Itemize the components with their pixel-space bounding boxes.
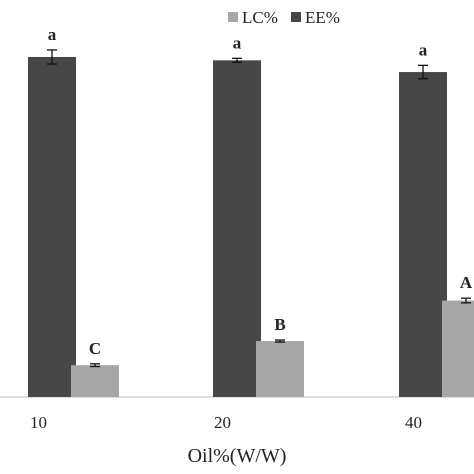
bar-lc-40 [442, 300, 474, 397]
x-axis-title: Oil%(W/W) [188, 445, 287, 467]
significance-label-lc-40: A [460, 273, 473, 292]
significance-label-ee-20: a [233, 33, 242, 52]
x-tick-label-40: 40 [405, 413, 422, 432]
legend-swatch-ee [291, 12, 301, 22]
legend-swatch-lc [228, 12, 238, 22]
bar-ee-10 [28, 56, 76, 397]
x-tick-label-20: 20 [214, 413, 231, 432]
bar-lc-10 [71, 365, 119, 397]
bar-ee-40 [399, 72, 447, 398]
bars-group: a Ca Ba A [28, 25, 474, 398]
significance-label-ee-10: a [48, 25, 57, 44]
significance-label-ee-40: a [419, 40, 428, 59]
legend: LC% EE% [228, 8, 340, 27]
legend-label-ee: EE% [305, 8, 340, 27]
tick-labels-group: 10 20 40 [30, 413, 422, 432]
bar-lc-20 [256, 341, 304, 397]
x-tick-label-10: 10 [30, 413, 47, 432]
significance-label-lc-10: C [89, 339, 101, 358]
bar-ee-20 [213, 60, 261, 397]
significance-label-lc-20: B [274, 315, 285, 334]
legend-label-lc: LC% [242, 8, 278, 27]
